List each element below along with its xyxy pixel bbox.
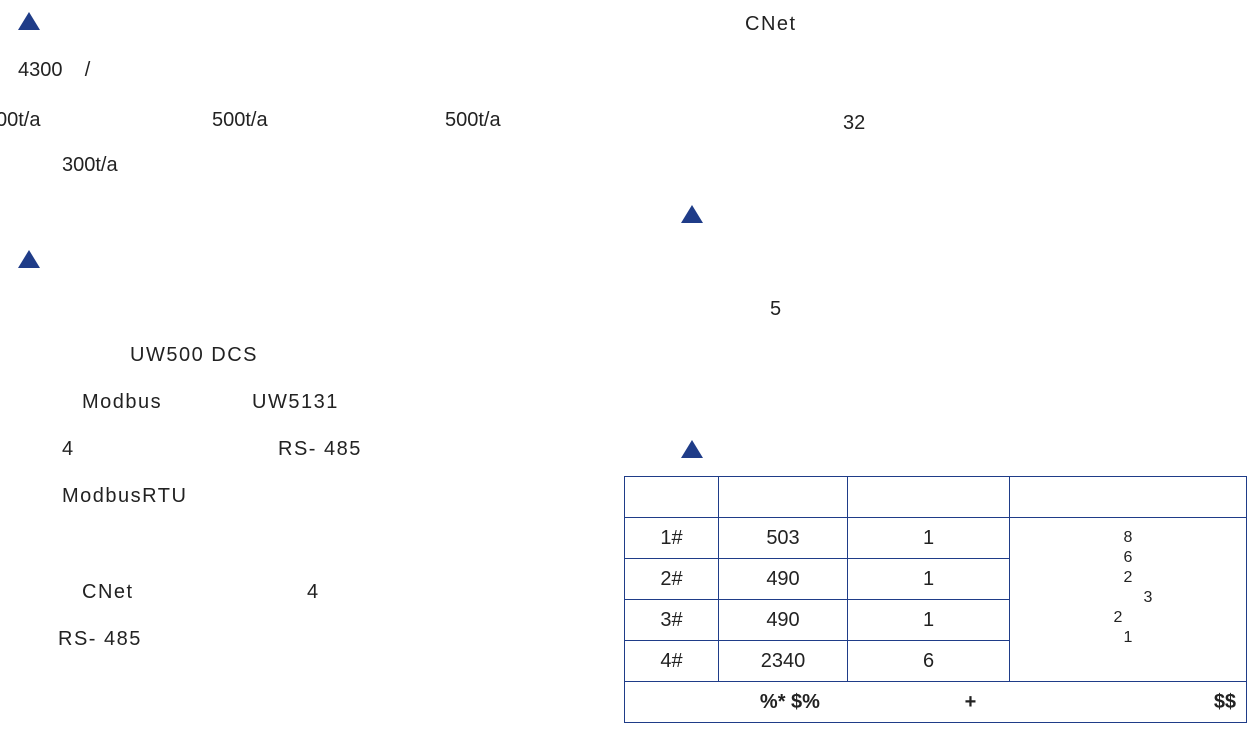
row-count: 1 — [847, 599, 1010, 641]
rs485-text-2: RS- 485 — [58, 628, 142, 650]
triangle-marker-2-icon — [18, 250, 40, 268]
note-text: 2 — [1113, 609, 1123, 626]
modbusrtu-text: ModbusRTU — [62, 485, 188, 507]
row-id: 4# — [624, 640, 719, 682]
header-cell — [1009, 476, 1247, 518]
row-id: 2# — [624, 558, 719, 600]
dcs-system-text: UW500 DCS — [130, 344, 258, 366]
table-footer-row: %* $% + $$ — [624, 681, 1247, 723]
triangle-marker-4-icon — [681, 440, 703, 458]
line-capacity: 4300 / — [18, 59, 91, 81]
table-row: 2# 490 1 — [624, 558, 1247, 600]
table-row: 3# 490 1 — [624, 599, 1247, 641]
row-value: 490 — [718, 558, 848, 600]
number-5: 5 — [770, 298, 782, 320]
footer-text-1: %* $% — [759, 690, 820, 713]
header-cell — [847, 476, 1010, 518]
row-count: 1 — [847, 558, 1010, 600]
note-text: 1 — [1123, 629, 1133, 646]
count-text-4: 4 — [62, 438, 74, 460]
cnet-title: CNet — [745, 13, 797, 35]
rate-text-1: 00t/a — [0, 109, 41, 131]
table-header-row — [624, 476, 1247, 518]
rate-text-4: 300t/a — [62, 154, 118, 176]
equipment-table: 1# 503 1 8 6 2 3 2 1 2# 490 1 3# 490 1 4… — [624, 476, 1247, 723]
triangle-marker-1-icon — [18, 12, 40, 30]
row-count: 6 — [847, 640, 1010, 682]
number-32: 32 — [843, 112, 866, 134]
footer-cell: %* $% + $$ — [624, 681, 1247, 723]
table-row: 4# 2340 6 — [624, 640, 1247, 682]
footer-text-3: $$ — [1213, 690, 1237, 713]
table-row: 1# 503 1 8 6 2 3 2 1 — [624, 517, 1247, 682]
row-value: 2340 — [718, 640, 848, 682]
header-cell — [718, 476, 848, 518]
cnet-text-left: CNet — [82, 581, 134, 603]
rs485-text-1: RS- 485 — [278, 438, 362, 460]
uw5131-text: UW5131 — [252, 391, 339, 413]
notes-cell: 8 6 2 3 2 1 — [1009, 517, 1247, 682]
header-cell — [624, 476, 719, 518]
count-text-4b: 4 — [307, 581, 319, 603]
triangle-marker-3-icon — [681, 205, 703, 223]
footer-text-2: + — [964, 690, 977, 713]
note-text: 8 — [1123, 529, 1133, 546]
rate-text-3: 500t/a — [445, 109, 501, 131]
modbus-text: Modbus — [82, 391, 163, 413]
row-value: 503 — [718, 517, 848, 559]
row-id: 3# — [624, 599, 719, 641]
row-id: 1# — [624, 517, 719, 559]
row-value: 490 — [718, 599, 848, 641]
row-count: 1 — [847, 517, 1010, 559]
note-text: 3 — [1143, 589, 1153, 606]
note-text: 6 — [1123, 549, 1133, 566]
rate-text-2: 500t/a — [212, 109, 268, 131]
note-text: 2 — [1123, 569, 1133, 586]
